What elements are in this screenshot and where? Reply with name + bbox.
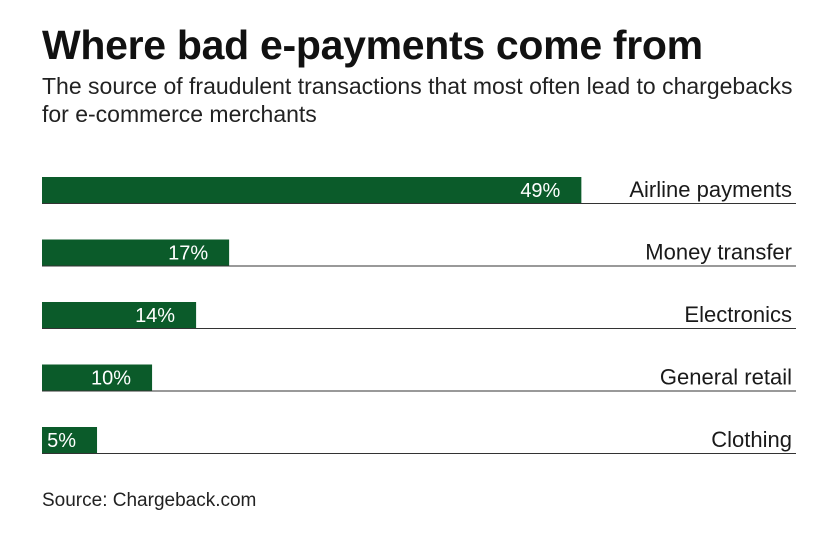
category-label: Clothing xyxy=(711,427,792,452)
value-label: 14% xyxy=(135,305,175,327)
bar xyxy=(42,239,230,266)
category-label: Money transfer xyxy=(645,240,792,265)
chart-title: Where bad e-payments come from xyxy=(42,22,703,68)
bar xyxy=(42,302,197,328)
category-label: General retail xyxy=(660,365,792,390)
bar xyxy=(42,177,582,203)
value-label: 5% xyxy=(47,430,76,452)
value-label: 10% xyxy=(91,368,131,390)
source-note: Source: Chargeback.com xyxy=(42,490,257,511)
bar xyxy=(42,427,98,453)
value-label: 17% xyxy=(168,243,208,265)
category-label: Electronics xyxy=(684,302,792,327)
value-label: 49% xyxy=(520,180,560,202)
category-label: Airline payments xyxy=(629,177,792,202)
chart-subtitle: The source of fraudulent transactions th… xyxy=(42,73,793,127)
bar xyxy=(42,364,153,391)
